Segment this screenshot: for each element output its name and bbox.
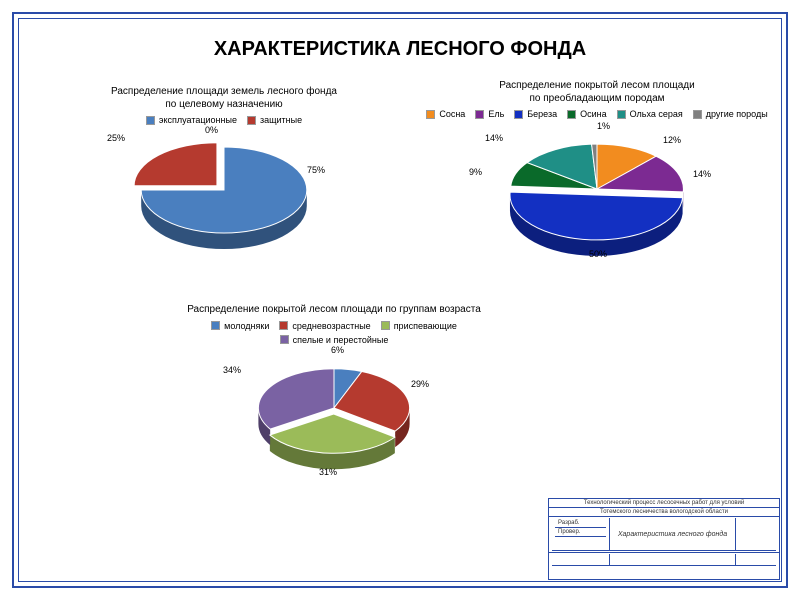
legend-label: Осина	[580, 109, 607, 119]
legend-swatch	[617, 110, 626, 119]
legend-label: Береза	[527, 109, 557, 119]
legend-swatch	[211, 321, 220, 330]
page-title: ХАРАКТЕРИСТИКА ЛЕСНОГО ФОНДА	[14, 38, 786, 61]
chart-purpose-title-l2: по целевому назначению	[165, 99, 282, 110]
pie-percent-label: 9%	[469, 167, 482, 177]
legend-label: другие породы	[706, 109, 768, 119]
legend-item: другие породы	[693, 109, 768, 119]
drawing-frame: ХАРАКТЕРИСТИКА ЛЕСНОГО ФОНДА Распределен…	[12, 12, 788, 588]
legend-label: молодняки	[224, 321, 269, 331]
legend-label: Сосна	[439, 109, 465, 119]
legend-swatch	[279, 321, 288, 330]
legend-item: спелые и перестойные	[280, 335, 389, 345]
legend-item: молодняки	[211, 321, 269, 331]
pie-percent-label: 29%	[411, 379, 429, 389]
legend-item: Береза	[514, 109, 557, 119]
legend-swatch	[146, 116, 155, 125]
legend-item: Ель	[475, 109, 504, 119]
legend-label: Ель	[488, 109, 504, 119]
title-block-line2: Тотемского лесничества вологодской облас…	[549, 508, 779, 517]
title-block-line1: Технологический процесс лесосечных работ…	[549, 499, 779, 508]
legend-item: средневозрастные	[279, 321, 370, 331]
chart-age: Распределение покрытой лесом площади по …	[144, 304, 524, 479]
chart-species: Распределение покрытой лесом площади по …	[422, 80, 772, 265]
legend-swatch	[567, 110, 576, 119]
pie-percent-label: 6%	[331, 345, 344, 355]
legend-age: молодняки средневозрастные приспевающие спе…	[184, 321, 484, 345]
legend-swatch	[693, 110, 702, 119]
legend-swatch	[247, 116, 256, 125]
chart-age-title-l1: Распределение покрытой лесом площади по …	[187, 304, 481, 315]
legend-species: Сосна Ель Береза Осина Ольха серая другие пор…	[422, 109, 772, 119]
title-block-small1: Разраб.	[555, 519, 606, 528]
chart-species-title: Распределение покрытой лесом площади по …	[422, 80, 772, 105]
pie-percent-label: 14%	[693, 169, 711, 179]
pie-percent-label: 1%	[597, 121, 610, 131]
legend-label: защитные	[260, 115, 302, 125]
pie-age: 6%29%31%34%	[229, 349, 439, 479]
legend-swatch	[426, 110, 435, 119]
legend-label: спелые и перестойные	[293, 335, 389, 345]
pie-percent-label: 50%	[589, 249, 607, 259]
legend-swatch	[514, 110, 523, 119]
pie-percent-label: 0%	[205, 125, 218, 135]
legend-item: Осина	[567, 109, 607, 119]
pie-species: 12%14%50%9%14%1%	[477, 125, 717, 265]
pie-svg	[229, 349, 439, 479]
pie-percent-label: 12%	[663, 135, 681, 145]
title-block-small2: Провер.	[555, 528, 606, 537]
legend-item: приспевающие	[381, 321, 457, 331]
legend-swatch	[381, 321, 390, 330]
legend-item: Сосна	[426, 109, 465, 119]
pie-svg	[477, 125, 717, 265]
title-block-main: Характеристика лесного фонда	[610, 518, 736, 551]
pie-percent-label: 75%	[307, 165, 325, 175]
legend-label: эксплуатационные	[159, 115, 237, 125]
pie-percent-label: 31%	[319, 467, 337, 477]
legend-label: Ольха серая	[630, 109, 683, 119]
pie-svg	[109, 131, 339, 261]
pie-percent-label: 25%	[107, 133, 125, 143]
pie-percent-label: 14%	[485, 133, 503, 143]
legend-item: защитные	[247, 115, 302, 125]
legend-swatch	[475, 110, 484, 119]
pie-slice	[134, 143, 217, 186]
legend-label: приспевающие	[394, 321, 457, 331]
legend-swatch	[280, 335, 289, 344]
chart-age-title: Распределение покрытой лесом площади по …	[144, 304, 524, 317]
chart-purpose: Распределение площади земель лесного фон…	[74, 86, 374, 261]
chart-species-title-l2: по преобладающим породам	[529, 93, 664, 104]
chart-purpose-title-l1: Распределение площади земель лесного фон…	[111, 86, 337, 97]
chart-purpose-title: Распределение площади земель лесного фон…	[74, 86, 374, 111]
pie-percent-label: 34%	[223, 365, 241, 375]
legend-item: эксплуатационные	[146, 115, 237, 125]
pie-purpose: 75%25%0%	[109, 131, 339, 261]
legend-label: средневозрастные	[292, 321, 370, 331]
legend-item: Ольха серая	[617, 109, 683, 119]
chart-species-title-l1: Распределение покрытой лесом площади	[499, 80, 694, 91]
legend-purpose: эксплуатационные защитные	[74, 115, 374, 125]
title-block: Технологический процесс лесосечных работ…	[548, 498, 780, 580]
